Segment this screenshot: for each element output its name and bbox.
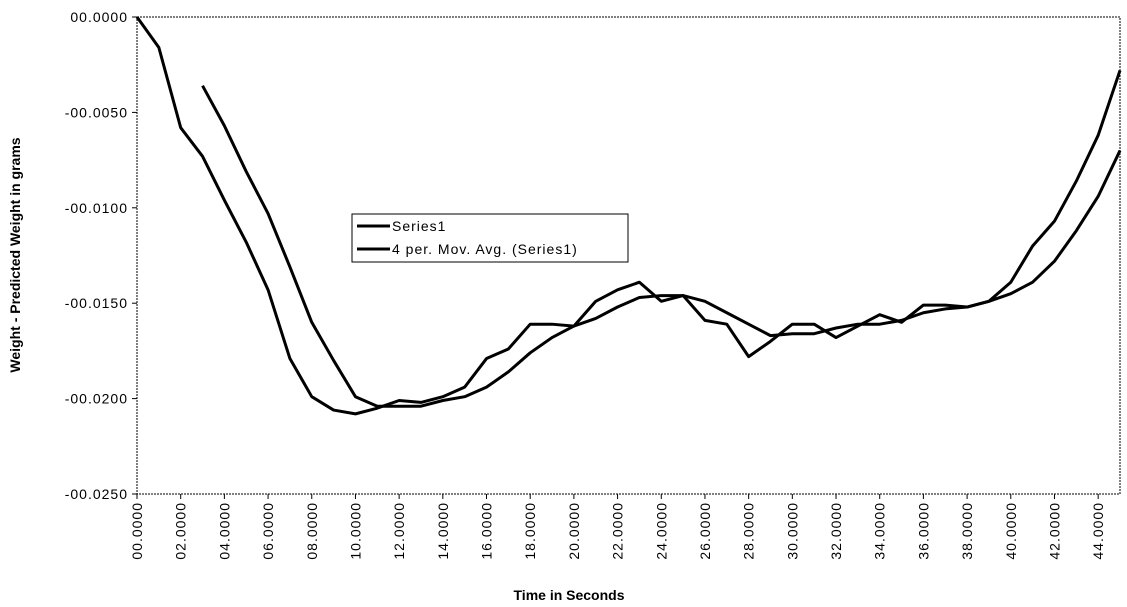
x-tick-label: 02.0000 — [173, 502, 189, 560]
x-tick-label: 22.0000 — [610, 502, 626, 560]
x-tick-label: 12.0000 — [391, 502, 407, 560]
x-tick-label: 10.0000 — [347, 502, 363, 560]
y-tick-label: -00.0050 — [65, 104, 128, 120]
x-tick-label: 42.0000 — [1046, 502, 1062, 560]
y-tick-label: -00.0200 — [65, 391, 128, 407]
series-line — [201, 84, 1122, 408]
x-tick-label: 44.0000 — [1090, 502, 1106, 560]
x-tick-label: 06.0000 — [260, 502, 276, 560]
x-tick-label: 18.0000 — [522, 502, 538, 560]
y-axis-title: Weight - Predicted Weight in grams — [7, 137, 23, 372]
x-tick-label: 34.0000 — [872, 502, 888, 560]
plot-area — [136, 16, 1121, 495]
x-tick-label: 14.0000 — [435, 502, 451, 560]
x-tick-label: 16.0000 — [479, 502, 495, 560]
x-tick-label: 28.0000 — [741, 502, 757, 560]
legend-label: Series1 — [392, 218, 446, 234]
x-tick-label: 00.0000 — [129, 502, 145, 560]
x-tick-label: 32.0000 — [828, 502, 844, 560]
x-tick-label: 26.0000 — [697, 502, 713, 560]
y-tick-label: -00.0250 — [65, 486, 128, 502]
y-tick-label: -00.0100 — [65, 200, 128, 216]
series-line — [135, 16, 1122, 416]
x-tick-label: 20.0000 — [566, 502, 582, 560]
x-tick-label: 04.0000 — [216, 502, 232, 560]
legend — [351, 213, 629, 263]
x-tick-label: 36.0000 — [915, 502, 931, 560]
x-axis-title: Time in Seconds — [514, 587, 625, 603]
x-tick-label: 38.0000 — [959, 502, 975, 560]
legend-label: 4 per. Mov. Avg. (Series1) — [392, 241, 578, 257]
x-tick-label: 08.0000 — [304, 502, 320, 560]
x-tick-label: 40.0000 — [1003, 502, 1019, 560]
x-tick-label: 24.0000 — [653, 502, 669, 560]
y-tick-label: -00.0150 — [65, 295, 128, 311]
x-tick-label: 30.0000 — [784, 502, 800, 560]
y-tick-label: 00.0000 — [70, 9, 128, 25]
